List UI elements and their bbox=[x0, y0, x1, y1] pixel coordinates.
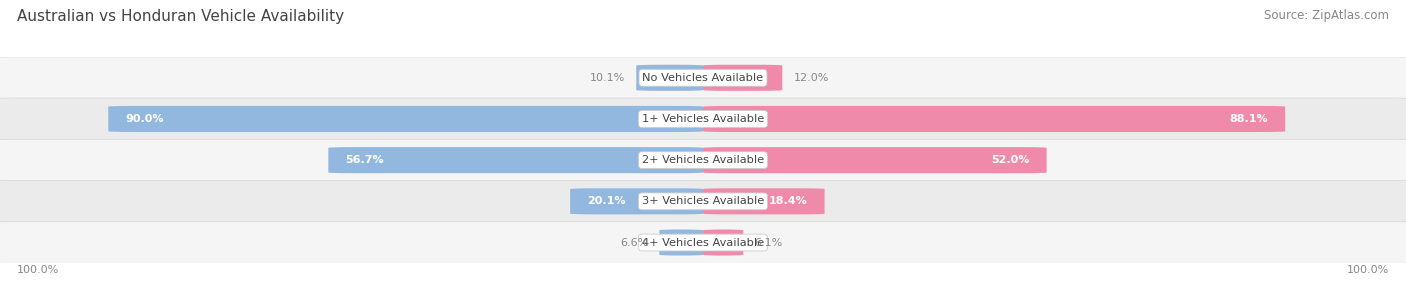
Text: 56.7%: 56.7% bbox=[346, 155, 384, 165]
FancyBboxPatch shape bbox=[703, 188, 824, 214]
FancyBboxPatch shape bbox=[0, 222, 1406, 263]
Text: 20.1%: 20.1% bbox=[588, 196, 626, 206]
Text: 4+ Vehicles Available: 4+ Vehicles Available bbox=[643, 238, 763, 247]
Text: 100.0%: 100.0% bbox=[17, 265, 59, 275]
FancyBboxPatch shape bbox=[637, 65, 703, 91]
Text: 6.6%: 6.6% bbox=[620, 238, 648, 247]
Text: 1+ Vehicles Available: 1+ Vehicles Available bbox=[643, 114, 763, 124]
FancyBboxPatch shape bbox=[108, 106, 703, 132]
FancyBboxPatch shape bbox=[703, 229, 744, 256]
FancyBboxPatch shape bbox=[659, 229, 703, 256]
Text: 100.0%: 100.0% bbox=[1347, 265, 1389, 275]
Text: No Vehicles Available: No Vehicles Available bbox=[643, 73, 763, 83]
Text: 3+ Vehicles Available: 3+ Vehicles Available bbox=[643, 196, 763, 206]
Text: 18.4%: 18.4% bbox=[769, 196, 807, 206]
Text: 2+ Vehicles Available: 2+ Vehicles Available bbox=[643, 155, 763, 165]
FancyBboxPatch shape bbox=[0, 180, 1406, 222]
FancyBboxPatch shape bbox=[703, 106, 1285, 132]
Text: 10.1%: 10.1% bbox=[589, 73, 626, 83]
FancyBboxPatch shape bbox=[0, 57, 1406, 99]
Text: 6.1%: 6.1% bbox=[755, 238, 783, 247]
FancyBboxPatch shape bbox=[571, 188, 703, 214]
Text: 52.0%: 52.0% bbox=[991, 155, 1029, 165]
Text: 90.0%: 90.0% bbox=[125, 114, 163, 124]
Text: 88.1%: 88.1% bbox=[1230, 114, 1268, 124]
Text: 12.0%: 12.0% bbox=[793, 73, 830, 83]
FancyBboxPatch shape bbox=[703, 65, 782, 91]
Text: Source: ZipAtlas.com: Source: ZipAtlas.com bbox=[1264, 9, 1389, 21]
FancyBboxPatch shape bbox=[703, 147, 1046, 173]
FancyBboxPatch shape bbox=[0, 98, 1406, 140]
Text: Australian vs Honduran Vehicle Availability: Australian vs Honduran Vehicle Availabil… bbox=[17, 9, 344, 23]
FancyBboxPatch shape bbox=[329, 147, 703, 173]
FancyBboxPatch shape bbox=[0, 139, 1406, 181]
